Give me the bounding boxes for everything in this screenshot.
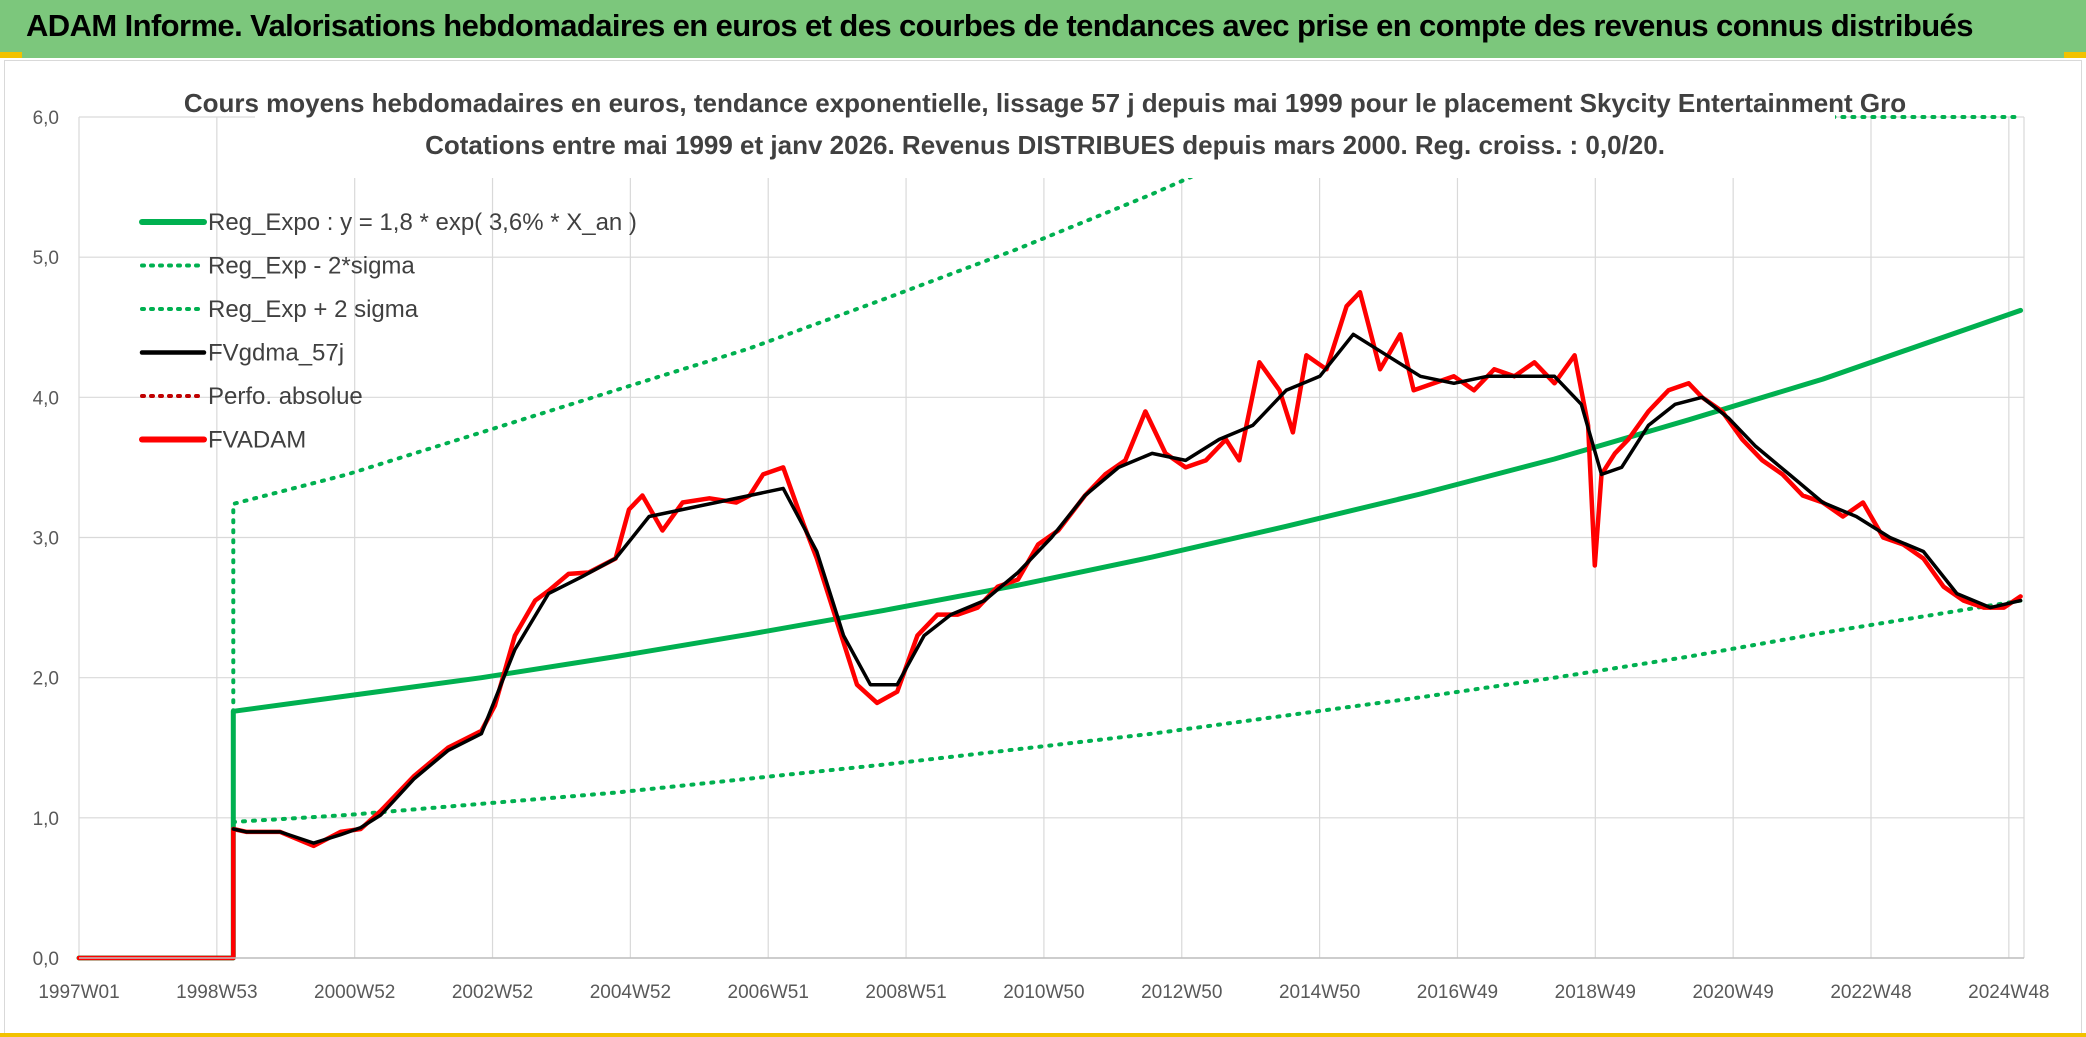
footer-band — [0, 1033, 2086, 1037]
legend-label: Reg_Exp - 2*sigma — [208, 253, 415, 280]
x-tick-label: 2018W49 — [1555, 982, 1636, 1003]
legend-label: Perfo. absolue — [208, 383, 363, 410]
x-tick-label: 2000W52 — [314, 982, 395, 1003]
x-tick-label: 2014W50 — [1279, 982, 1360, 1003]
axes: 0,0 1,0 2,0 3,0 4,0 5,0 6,0 1997W01 1998W53 2000W… — [33, 108, 2050, 1003]
y-tick-label: 0,0 — [33, 949, 59, 970]
x-tick-label: 2020W49 — [1692, 982, 1773, 1003]
legend-label: FVADAM — [208, 427, 306, 454]
y-tick-label: 6,0 — [33, 108, 59, 129]
x-tick-label: 1998W53 — [176, 982, 257, 1003]
series-reg-expo — [76, 307, 2024, 961]
header-band: ADAM Informe. Valorisations hebdomadaire… — [0, 0, 2086, 58]
chart-title-line1: Cours moyens hebdomadaires en euros, ten… — [184, 88, 1906, 118]
x-tick-label: 2012W50 — [1141, 982, 1222, 1003]
x-tick-label: 2022W48 — [1830, 982, 1911, 1003]
series-reg-exp-plus-2sigma — [77, 165, 1215, 960]
header-corner-right — [2064, 52, 2086, 58]
y-tick-label: 2,0 — [33, 669, 59, 690]
y-tick-label: 1,0 — [33, 809, 59, 830]
header-corner-left — [0, 52, 22, 58]
series-reg-exp-minus-2sigma — [77, 598, 2023, 960]
legend: Reg_Expo : y = 1,8 * exp( 3,6% * X_an ) R… — [139, 209, 637, 454]
chart-title-line2: Cotations entre mai 1999 et janv 2026. R… — [425, 130, 1665, 160]
series-lines — [76, 115, 2024, 961]
report-title: ADAM Informe. Valorisations hebdomadaire… — [26, 8, 1973, 43]
series-fvadam — [76, 289, 2023, 961]
legend-label: FVgdma_57j — [208, 340, 344, 367]
title-backdrop — [255, 88, 1835, 178]
series-fvgdma-57j — [231, 332, 2023, 845]
y-tick-label: 5,0 — [33, 248, 59, 269]
y-tick-label: 3,0 — [33, 529, 59, 550]
legend-label: Reg_Expo : y = 1,8 * exp( 3,6% * X_an ) — [208, 209, 637, 236]
x-tick-label: 2010W50 — [1003, 982, 1084, 1003]
x-tick-label: 2002W52 — [452, 982, 533, 1003]
x-tick-label: 2016W49 — [1417, 982, 1498, 1003]
x-tick-label: 1997W01 — [38, 982, 119, 1003]
legend-label: Reg_Exp + 2 sigma — [208, 296, 419, 323]
y-tick-label: 4,0 — [33, 388, 59, 409]
x-tick-label: 2024W48 — [1968, 982, 2049, 1003]
x-tick-label: 2004W52 — [590, 982, 671, 1003]
x-tick-label: 2006W51 — [728, 982, 809, 1003]
x-tick-label: 2008W51 — [865, 982, 946, 1003]
